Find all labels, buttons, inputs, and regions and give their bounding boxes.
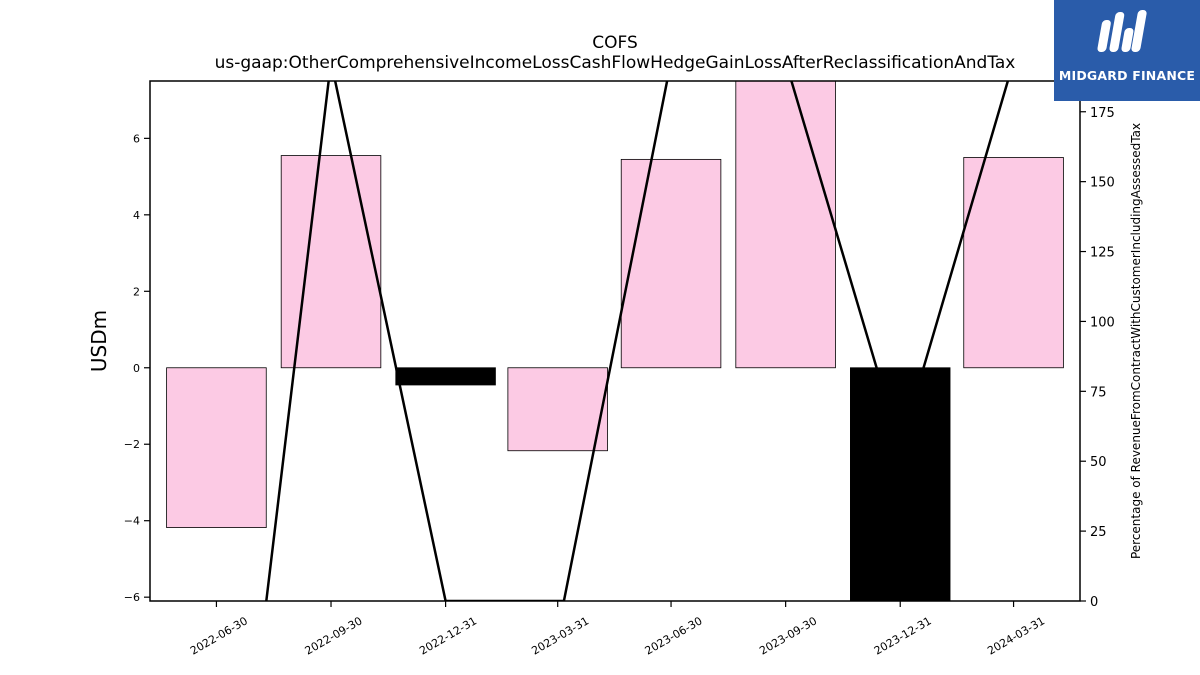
y2-axis-label: Percentage of RevenueFromContractWithCus… bbox=[1129, 123, 1143, 559]
y2-axis: 0 25 50 75 100 125 150 175 bbox=[1080, 106, 1115, 610]
bar-2022-06-30 bbox=[166, 367, 267, 528]
bar-2023-09-30 bbox=[735, 81, 836, 369]
y2-tick-label: 150 bbox=[1090, 176, 1115, 191]
bar-2023-12-31 bbox=[850, 367, 951, 601]
bar-2023-06-30 bbox=[620, 158, 722, 369]
y-tick-label: 4 bbox=[133, 209, 140, 222]
y-axis: −6 −4 −2 0 2 4 6 bbox=[124, 132, 150, 604]
y2-tick-label: 25 bbox=[1090, 525, 1107, 540]
y2-tick-label: 50 bbox=[1090, 455, 1107, 470]
x-tick-label: 2024-03-31 bbox=[985, 614, 1047, 657]
midgard-finance-logo: MIDGARD FINANCE bbox=[1054, 0, 1200, 101]
bars-group bbox=[166, 81, 1064, 601]
x-tick-label: 2023-09-30 bbox=[757, 614, 819, 657]
y2-tick-label: 75 bbox=[1090, 385, 1107, 400]
bar-2023-03-31 bbox=[507, 367, 608, 452]
x-tick-label: 2022-09-30 bbox=[303, 614, 365, 657]
chart-title: COFS bbox=[592, 33, 638, 53]
ratio-line bbox=[265, 81, 1010, 601]
x-tick-label: 2023-06-30 bbox=[643, 614, 705, 657]
x-tick-label: 2022-12-31 bbox=[417, 614, 479, 657]
y-tick-label: −6 bbox=[124, 591, 140, 604]
y-tick-label: 6 bbox=[133, 132, 140, 145]
x-tick-label: 2023-12-31 bbox=[872, 614, 934, 657]
bar-2024-03-31 bbox=[963, 157, 1064, 369]
bar-2022-09-30 bbox=[280, 155, 382, 369]
y2-tick-label: 0 bbox=[1090, 595, 1098, 610]
y2-tick-label: 125 bbox=[1090, 246, 1115, 261]
x-tick-label: 2022-06-30 bbox=[188, 614, 250, 657]
x-tick-label: 2023-03-31 bbox=[529, 614, 591, 657]
y2-tick-label: 175 bbox=[1090, 106, 1115, 121]
x-axis: 2022-06-30 2022-09-30 2022-12-31 2023-03-31… bbox=[188, 601, 1047, 658]
logo-mark-icon bbox=[1097, 10, 1147, 52]
y-axis-label: USDm bbox=[87, 310, 111, 372]
plot-frame bbox=[149, 80, 1081, 602]
chart-subtitle: us-gaap:OtherComprehensiveIncomeLossCash… bbox=[215, 53, 1016, 73]
y-tick-label: −2 bbox=[124, 438, 140, 451]
y-tick-label: 0 bbox=[133, 362, 140, 375]
y-tick-label: 2 bbox=[133, 285, 140, 298]
bar-2022-12-31 bbox=[395, 367, 496, 386]
y2-tick-label: 100 bbox=[1090, 315, 1115, 330]
logo-text: MIDGARD FINANCE bbox=[1058, 68, 1196, 83]
y-tick-label: −4 bbox=[124, 515, 140, 528]
